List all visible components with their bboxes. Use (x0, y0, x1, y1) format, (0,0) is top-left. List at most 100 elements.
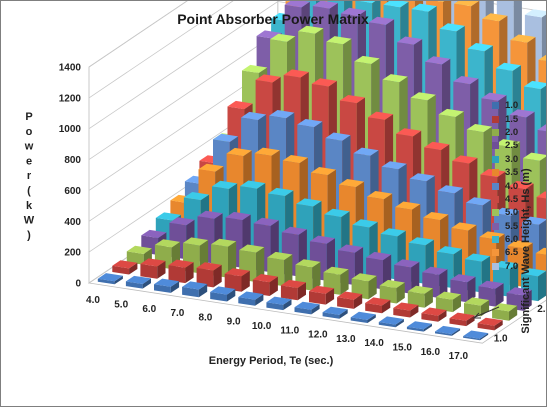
x-axis-label: Energy Period, Te (sec.) (209, 355, 334, 367)
bar-side-face (509, 305, 518, 321)
x-tick-label: 5.0 (114, 299, 128, 310)
bar (323, 266, 349, 295)
legend-label: 5.5 (505, 220, 519, 232)
legend-label: 2.0 (505, 126, 519, 138)
x-tick-label: 11.0 (280, 325, 299, 336)
legend-item: 1.5 (492, 112, 532, 125)
y-axis-label-char: ( (27, 185, 31, 197)
bar-front-face (224, 273, 242, 292)
bar-top-face (255, 74, 281, 83)
bar (350, 311, 376, 323)
legend-label: 3.5 (505, 167, 519, 179)
y-axis-label-char: w (24, 141, 34, 153)
bar-top-face (477, 317, 503, 326)
bar (422, 266, 448, 298)
bar-front-face (379, 285, 397, 304)
bar (492, 303, 518, 321)
bar-top-face (507, 240, 533, 249)
bar-top-face (464, 297, 490, 306)
legend-swatch (492, 155, 499, 163)
bar (337, 291, 363, 309)
bar-top-face (296, 198, 322, 207)
bar (154, 278, 180, 293)
y-axis-label-char: ) (27, 229, 31, 241)
bar-top-face (367, 191, 393, 200)
legend: 1.0 1.5 2.0 2.5 3.0 3.5 4.0 4.5 5.0 5.5 6.0 6.5 7.0 (492, 99, 532, 273)
bar-top-face (252, 274, 278, 283)
bar (252, 274, 278, 296)
bar-top-face (352, 219, 378, 228)
bar-top-face (239, 244, 265, 253)
bar-front-face (125, 281, 143, 289)
bar-top-face (268, 187, 294, 196)
bar-top-face (253, 217, 279, 226)
labels-layer: 0 200 400 600 800 1000 1200 1400 4.0 5.0 6.0 7.0 8.0… (59, 63, 546, 363)
gridline (88, 1, 188, 68)
bar-top-face (421, 307, 447, 316)
bar-side-face (410, 305, 419, 318)
bar (280, 279, 306, 301)
bar-top-face (495, 62, 521, 71)
bar-front-face (97, 278, 115, 285)
bar-top-face (210, 286, 236, 295)
bar-top-face (381, 161, 407, 170)
bar-top-face (437, 185, 463, 194)
bar (224, 268, 250, 292)
legend-swatch (492, 249, 499, 257)
bar-top-face (198, 163, 224, 172)
bar-front-face (378, 322, 396, 328)
bar (196, 262, 222, 288)
x-tick-label: 16.0 (421, 347, 441, 358)
legend-item: 2.0 (492, 126, 532, 139)
legend-swatch (492, 115, 499, 123)
bar-front-face (252, 279, 270, 296)
bar-side-face (395, 319, 404, 328)
legend-item: 2.5 (492, 139, 532, 152)
bar-top-face (494, 207, 520, 216)
bar-side-face (312, 261, 321, 291)
bar-top-face (242, 64, 268, 73)
bar (463, 330, 489, 341)
bar-top-face (424, 141, 450, 150)
bar-top-face (225, 211, 251, 220)
legend-swatch (492, 209, 499, 217)
bar-front-face (182, 286, 199, 298)
bar-top-face (267, 251, 293, 260)
bar-front-face (350, 317, 368, 323)
bar (97, 273, 123, 285)
bar-top-face (437, 1, 445, 2)
bar (477, 317, 503, 331)
bar-top-face (270, 33, 296, 42)
bar-top-face (409, 173, 435, 182)
bar (406, 321, 432, 332)
bar-top-face (168, 259, 194, 268)
bar-front-face (126, 251, 144, 265)
bar (168, 259, 194, 284)
legend-item: 5.5 (492, 220, 532, 233)
y-axis-label-char: W (24, 215, 35, 227)
x-tick-label: 8.0 (198, 312, 212, 323)
bar-front-face (140, 263, 158, 279)
bar-top-face (535, 247, 546, 255)
x-tick-label: 17.0 (449, 351, 469, 362)
bar-side-face (467, 276, 476, 303)
bar-side-face (451, 328, 461, 336)
bar-side-face (411, 261, 420, 294)
bar-top-face (411, 3, 437, 12)
bar-top-face (510, 34, 536, 43)
bar-top-face (394, 259, 420, 268)
bar-top-face (281, 226, 307, 235)
bar-top-face (125, 275, 151, 284)
bar-front-face (294, 307, 312, 315)
bar-top-face (380, 228, 406, 237)
bar-top-face (295, 259, 321, 268)
y-tick-label: 400 (64, 217, 81, 228)
bar-front-face (154, 284, 171, 293)
bar-side-face (284, 254, 293, 287)
bar (435, 291, 461, 313)
bar-side-face (495, 283, 504, 307)
legend-swatch (492, 128, 499, 136)
x-tick-label: 6.0 (142, 304, 156, 315)
bar-top-face (141, 229, 167, 238)
